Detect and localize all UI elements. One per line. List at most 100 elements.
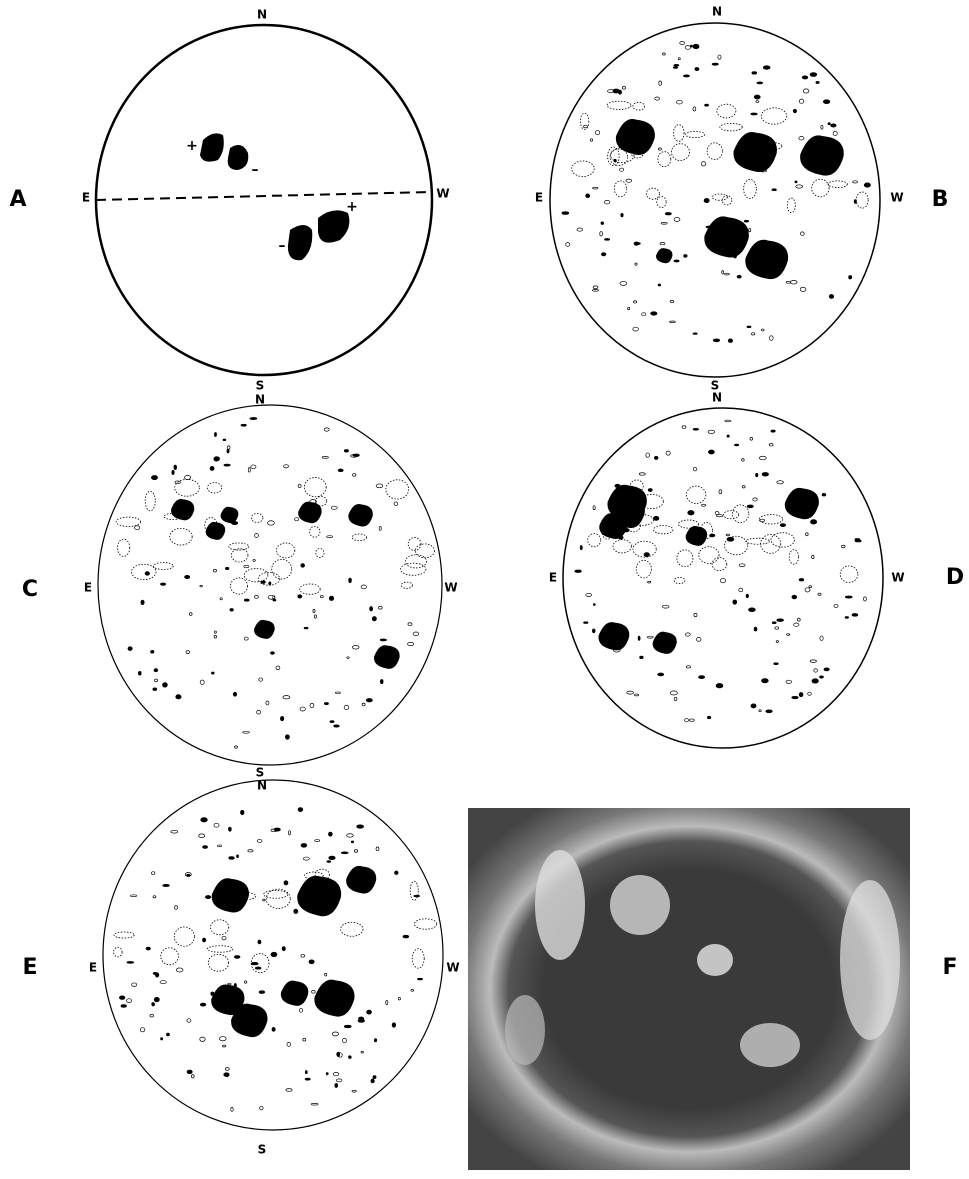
speck — [708, 450, 714, 454]
west-label: W — [890, 191, 903, 205]
speck — [580, 545, 582, 549]
north-label: N — [712, 5, 722, 19]
speck — [756, 473, 758, 476]
speck — [210, 466, 214, 470]
speck — [160, 583, 165, 585]
speck — [417, 978, 422, 980]
speck — [366, 699, 372, 702]
speck — [704, 198, 709, 202]
speck — [621, 213, 623, 217]
solar-disk — [96, 25, 432, 375]
speck — [828, 123, 830, 125]
speck — [864, 183, 870, 187]
speck — [329, 596, 334, 601]
speck — [593, 603, 595, 605]
speck — [163, 884, 170, 886]
speck — [601, 253, 606, 256]
speck — [747, 505, 753, 508]
speck — [712, 63, 718, 65]
speck — [380, 639, 386, 641]
speck — [329, 856, 335, 860]
speck — [341, 852, 348, 854]
speck — [698, 676, 704, 679]
speck — [751, 113, 757, 115]
speck — [225, 567, 229, 569]
speck — [747, 326, 751, 328]
speck — [754, 627, 757, 631]
speck — [774, 663, 779, 665]
speck — [733, 600, 737, 604]
panel-label: D — [946, 565, 964, 590]
speck — [214, 457, 219, 461]
speck — [334, 725, 340, 727]
solar-disk — [563, 408, 883, 748]
speck — [713, 339, 719, 342]
speck — [380, 679, 383, 683]
speck — [172, 470, 174, 474]
bright-region — [535, 850, 585, 960]
panel-label: A — [9, 187, 26, 212]
speck — [693, 333, 697, 335]
speck — [233, 692, 236, 696]
speck — [152, 1002, 155, 1005]
speck — [138, 671, 141, 675]
speck — [305, 1078, 310, 1080]
speck — [849, 275, 852, 278]
speck — [269, 582, 271, 585]
speck — [330, 721, 334, 723]
speck — [586, 194, 590, 198]
speck — [294, 909, 298, 913]
panel-label: F — [942, 955, 957, 980]
speck — [228, 827, 231, 831]
speck — [737, 275, 741, 278]
speck — [344, 1025, 351, 1028]
speck — [121, 1005, 127, 1008]
speck — [761, 679, 768, 683]
speck — [673, 67, 677, 69]
speck — [119, 996, 125, 1000]
polarity-sign: + — [186, 138, 198, 154]
speck — [780, 524, 786, 527]
speck — [163, 683, 168, 688]
speck — [372, 616, 376, 621]
speck — [282, 947, 285, 951]
speck — [298, 808, 303, 812]
speck — [301, 564, 305, 568]
speck — [154, 669, 158, 672]
speck — [855, 539, 860, 541]
speck — [748, 608, 755, 612]
speck — [145, 572, 150, 576]
speck — [802, 76, 808, 79]
speck — [592, 629, 595, 633]
west-label: W — [891, 571, 904, 585]
speck — [727, 435, 729, 437]
speck — [348, 1056, 351, 1059]
speck — [223, 439, 226, 441]
speck — [693, 428, 699, 430]
speck — [693, 44, 699, 49]
speck — [658, 673, 664, 676]
speck — [244, 599, 249, 601]
speck — [395, 871, 399, 875]
polarity-sign: – — [279, 238, 286, 254]
speck — [824, 668, 829, 671]
speck — [728, 339, 732, 343]
speck — [792, 696, 799, 698]
south-label: S — [258, 1143, 267, 1157]
speck — [705, 104, 709, 106]
speck — [227, 449, 229, 453]
speck — [763, 66, 770, 70]
speck — [792, 595, 797, 599]
speck — [772, 622, 776, 624]
polarity-sign: + — [346, 199, 358, 215]
speck — [161, 1038, 163, 1040]
speck — [284, 881, 288, 885]
speck — [665, 212, 671, 214]
speck — [810, 73, 817, 77]
speck — [716, 683, 723, 688]
speck — [328, 832, 332, 836]
speck — [684, 254, 687, 257]
speck — [305, 1070, 307, 1073]
speck — [757, 82, 763, 84]
speck — [251, 962, 258, 965]
